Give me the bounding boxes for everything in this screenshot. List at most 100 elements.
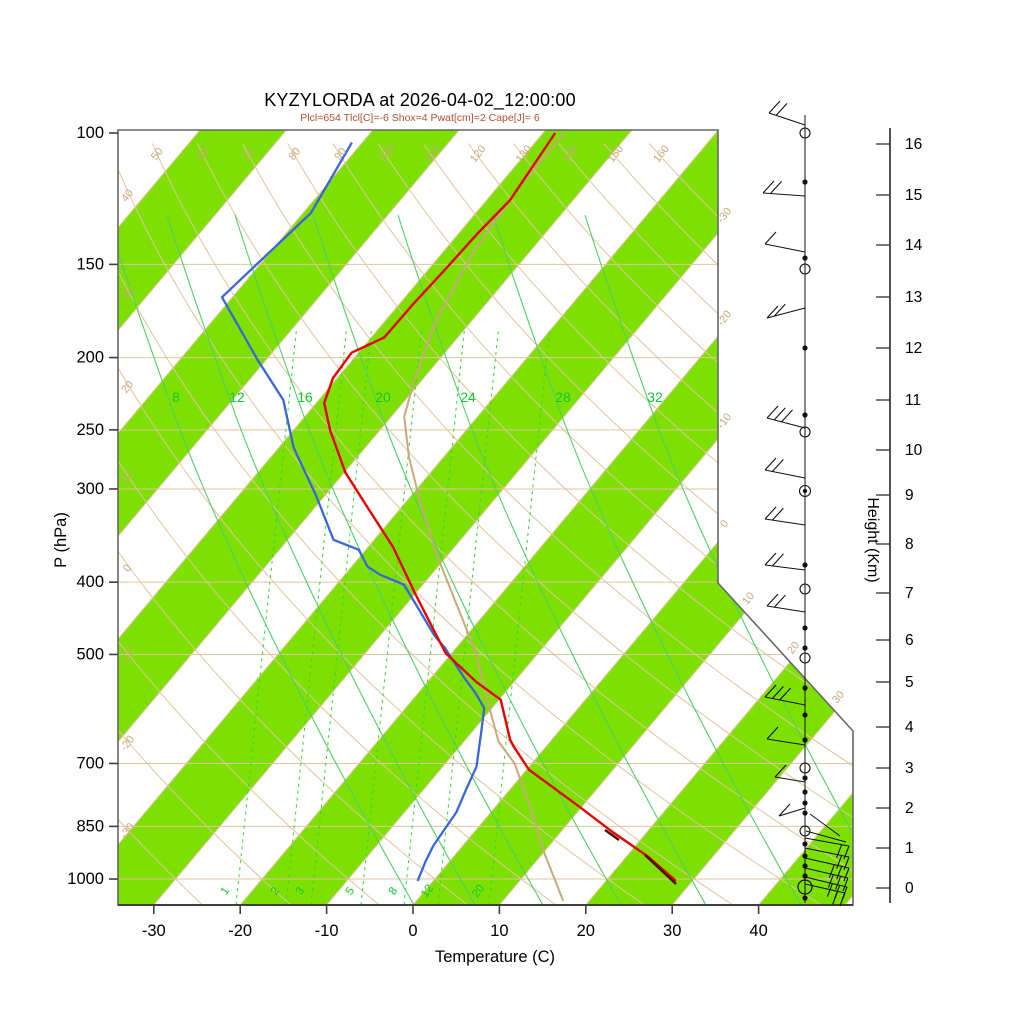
height-tick-label: 9 (905, 487, 914, 504)
dry-adiabat-line (118, 143, 822, 905)
wind-barb-feather (828, 864, 835, 878)
temperature-axis: -30 -20 -10 0 10 20 30 40 Temperature (C) (118, 904, 853, 966)
wind-level-dot (802, 800, 808, 806)
wind-barb-feather (836, 844, 843, 858)
moist-adiabat-label: 32 (647, 389, 663, 405)
wind-level-circle (799, 127, 811, 139)
wind-level-dot (802, 625, 808, 631)
isotherm-label: 10 (740, 590, 757, 607)
wind-barb-feather (774, 764, 787, 778)
wind-barb-shaft (804, 876, 848, 888)
dry-adiabat-line (118, 143, 380, 905)
height-tick-label: 12 (905, 340, 922, 357)
wind-barb-feather (843, 845, 850, 860)
isotherm-band (118, 130, 632, 905)
isotherm-line (118, 130, 633, 905)
wind-level-dot (802, 179, 808, 185)
wind-level-dot (802, 895, 808, 901)
height-axis-title: Height (Km) (864, 497, 881, 582)
wind-level-dot (802, 841, 808, 847)
height-tick-label: 7 (905, 585, 914, 602)
temperature-tick-label: 10 (490, 922, 508, 940)
wind-level-circle (799, 426, 811, 438)
wind-barb-feather (781, 409, 793, 423)
isotherm-line (118, 130, 719, 905)
isotherm-label: 20 (785, 640, 802, 657)
temperature-tick-label: 40 (749, 922, 767, 940)
wind-level-circle (799, 583, 811, 595)
wind-barb-feather (764, 684, 777, 698)
height-tick-label: 4 (905, 719, 914, 736)
wind-barb-feather (766, 593, 779, 607)
dry-adiabat-label: 50 (149, 146, 166, 163)
pressure-axis: 100 150 200 250 300 400 500 700 850 1000 P (hPa) (52, 124, 118, 888)
wind-level-dot (802, 775, 808, 781)
isotherm-line (758, 130, 853, 905)
wind-barb-connector (809, 813, 841, 837)
mixing-ratio-line (285, 329, 347, 905)
isotherm-line (0, 130, 27, 905)
isotherm-band (118, 130, 460, 905)
height-tick-label: 16 (905, 136, 922, 153)
wind-barb-feather (772, 507, 784, 521)
dry-adiabat-line (467, 143, 853, 905)
wind-level-dot (802, 810, 808, 816)
wind-level-dot (802, 255, 808, 261)
wind-barb-shaft (804, 837, 850, 847)
isotherm-band (758, 130, 853, 905)
wind-barb-feather (839, 892, 846, 907)
isotherm-line (153, 130, 806, 905)
dry-adiabat-label: 60 (195, 146, 212, 163)
height-tick-label: 0 (905, 880, 914, 897)
sounding-indices: Plcl=654 Tlcl[C]=-6 Shox=4 Pwat[cm]=2 Ca… (300, 112, 540, 124)
mixing-ratio-line (437, 329, 499, 905)
wind-barb-feather (771, 459, 784, 472)
wind-barb-shaft (762, 192, 806, 197)
temperature-tick-label: 30 (663, 922, 681, 940)
dry-adiabat-label: 40 (119, 187, 136, 204)
wind-barb-column (762, 100, 850, 907)
moist-adiabat-line (492, 214, 802, 905)
wind-barb-shaft (764, 564, 806, 571)
wind-barb-feather (764, 457, 777, 471)
wind-level-dot (802, 345, 808, 351)
wind-barb-shaft (764, 243, 806, 253)
wind-barb-feather (764, 231, 777, 245)
pressure-tick-label: 150 (76, 255, 104, 273)
pressure-tick-label: 400 (76, 573, 104, 591)
wind-level-dot (802, 737, 808, 743)
isotherm-line (118, 130, 287, 905)
height-tick-label: 14 (905, 237, 923, 254)
wind-level-dot (802, 853, 808, 859)
wind-barb-shaft (768, 112, 806, 126)
wind-level-dot (802, 685, 808, 691)
wind-barb-feather (774, 594, 786, 608)
temperature-tick-label: -20 (228, 922, 252, 940)
dry-adiabat-line (118, 143, 468, 905)
pressure-axis-title: P (hPa) (52, 512, 70, 568)
dry-adiabat-line (118, 143, 292, 905)
wind-barb-feather (775, 103, 788, 116)
wind-barb-feather (766, 305, 779, 319)
height-tick-label: 1 (905, 840, 914, 857)
height-tick-label: 6 (905, 632, 914, 649)
wind-barb-shaft (764, 696, 806, 706)
temperature-axis-title: Temperature (C) (435, 948, 555, 966)
dry-adiabat-line (196, 143, 853, 905)
height-tick-label: 3 (905, 760, 914, 777)
dry-adiabat-label: 30 (119, 285, 136, 302)
moist-adiabat-line (584, 214, 853, 905)
wind-barb-shaft (804, 867, 849, 879)
wind-barb-connector (805, 830, 847, 843)
moist-adiabat-label: 16 (297, 389, 313, 405)
wind-barb-feather (779, 687, 792, 701)
isotherm-line (671, 130, 853, 905)
dry-adiabat-label: 20 (119, 379, 136, 396)
wind-barb-feather (835, 876, 842, 890)
dry-adiabat-line (242, 143, 853, 905)
isotherm-label: 0 (718, 518, 731, 530)
dry-adiabat-line (332, 143, 853, 905)
wind-level-dot (802, 488, 808, 494)
